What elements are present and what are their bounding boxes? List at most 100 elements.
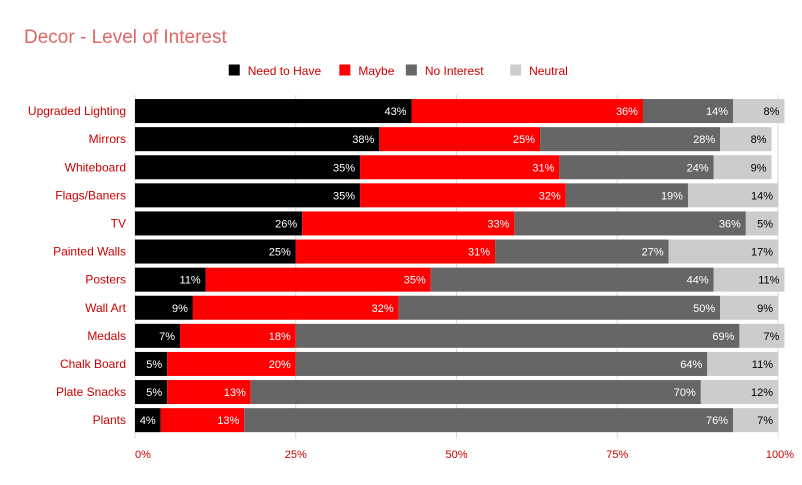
data-label: 35% [333,190,355,202]
data-label: 25% [513,134,535,146]
bar-segment [135,295,193,320]
data-label: 11% [752,359,773,371]
category-label: Plants [93,413,126,427]
data-label: 13% [224,387,246,399]
category-label: Plate Snacks [56,385,126,399]
legend-label: Maybe [358,64,394,78]
bar-segment [360,155,560,180]
bar-segment [411,99,643,124]
x-tick-label: 75% [606,449,628,461]
legend-swatch [405,64,417,76]
bar-row: 35% 32% 19% 14% [135,183,778,208]
data-label: 9% [751,162,767,174]
bar-segment [739,323,785,348]
bar-segment [514,211,746,236]
data-label: 5% [146,387,162,399]
data-label: 33% [487,218,509,230]
bar-segment [135,267,206,292]
legend-swatch [339,64,351,76]
legend-label: Need to Have [248,64,322,78]
bar-row: 43% 36% 14% 8% [135,99,785,124]
bar-segment [642,99,733,124]
bar-segment [495,239,669,264]
category-label: Chalk Board [60,357,126,371]
data-label: 7% [764,331,780,343]
x-tick-label: 100% [766,449,794,461]
bar-row: 11% 35% 44% 11% [135,267,785,292]
data-label: 13% [217,415,239,427]
data-label: 36% [616,106,638,118]
bar-segment [135,183,361,208]
bar-segment [720,127,772,152]
bar-segment [713,267,785,292]
category-label: Mirrors [89,132,126,146]
data-label: 7% [757,415,773,427]
bar-segment [192,295,399,320]
bar-segment [713,155,772,180]
category-label: TV [111,216,126,230]
data-label: 24% [687,162,709,174]
data-label: 31% [468,247,490,259]
data-label: 50% [693,303,715,315]
bar-segment [398,295,721,320]
legend-item: Need to Have [228,64,322,78]
data-label: 12% [751,387,773,399]
data-label: 38% [352,134,374,146]
data-label: 9% [172,303,188,315]
bar-segment [167,380,251,405]
bar-segment [135,408,161,433]
bar-row: 25% 31% 27% 17% [135,239,778,264]
data-label: 43% [384,106,406,118]
legend-item: No Interest [405,64,484,78]
bar-segment [135,380,168,405]
x-tick-label: 50% [445,449,467,461]
category-label: Wall Art [85,301,127,315]
bar-row: 4% 13% 76% 7% [135,408,778,433]
data-label: 31% [532,162,554,174]
data-label: 5% [146,359,162,371]
x-tick-label: 25% [285,449,307,461]
bar-segment [205,267,431,292]
data-label: 8% [751,134,767,146]
category-label: Painted Walls [53,245,126,259]
category-labels: Upgraded Lighting Mirrors Whiteboard Flags/… [28,104,127,427]
legend-item: Neutral [510,64,568,78]
bar-row: 5% 13% 70% 12% [135,380,778,405]
bar-segment [135,99,412,124]
bar-segment [244,408,733,433]
bar-row: 38% 25% 28% 8% [135,127,772,152]
legend-item: Maybe [339,64,395,78]
bar-segment [135,211,303,236]
category-label: Upgraded Lighting [28,104,126,118]
data-label: 4% [140,415,156,427]
bar-segment [167,351,296,376]
bar-segment [135,323,181,348]
bar-segment [745,211,778,236]
bar-row: 26% 33% 36% 5% [135,211,778,236]
data-label: 8% [764,106,780,118]
bars: 43% 36% 14% 8% 38% 25% 28% 8% 35% 31% 24% 9% 35% 32% 1… [135,99,785,433]
bar-segment [250,380,701,405]
bar-segment [540,127,721,152]
bar-segment [430,267,714,292]
bar-segment [668,239,778,264]
bar-segment [135,155,361,180]
bar-segment [135,351,168,376]
legend-label: Neutral [529,64,568,78]
bar-segment [295,323,740,348]
data-label: 14% [706,106,728,118]
bar-segment [295,239,496,264]
bar-segment [565,183,688,208]
data-label: 17% [751,247,773,259]
bar-segment [135,239,296,264]
bar-segment [295,351,708,376]
category-label: Posters [85,273,126,287]
data-label: 26% [275,218,297,230]
data-label: 27% [642,247,664,259]
data-label: 14% [751,190,773,202]
bar-segment [707,351,778,376]
bar-segment [720,295,778,320]
data-label: 9% [757,303,773,315]
